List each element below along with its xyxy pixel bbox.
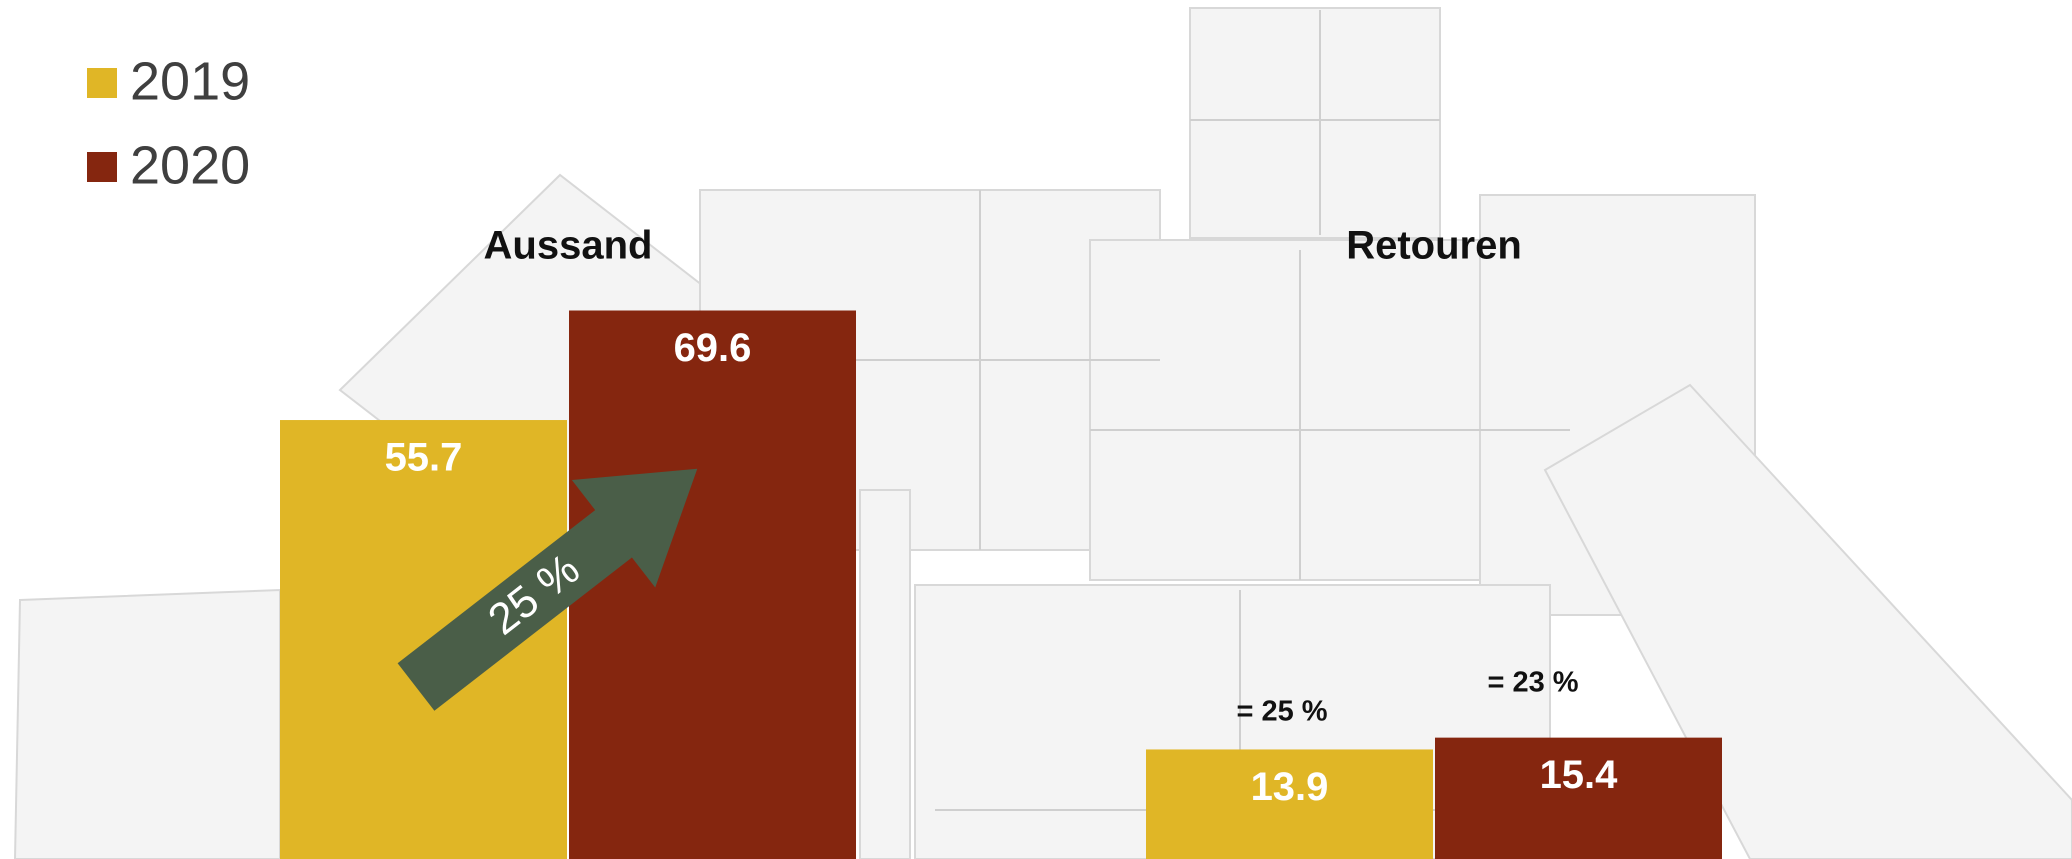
value-label: 55.7 [385,436,463,480]
parcel [1189,7,1441,239]
share-label: = 25 % [1236,696,1327,728]
parcel [13,588,281,859]
value-label: 13.9 [1251,765,1329,809]
share-label: = 23 % [1487,667,1578,699]
legend-swatch [87,152,117,182]
value-label: 15.4 [1540,753,1619,797]
legend: 2019 2020 [87,51,250,195]
arrow-shape [397,468,698,711]
parcel [859,489,911,859]
bar [1146,749,1433,859]
legend-label: 2019 [130,51,250,111]
bar [1435,737,1722,859]
legend-swatch [87,68,117,98]
value-label: 69.6 [674,326,752,370]
category-label: Retouren [1346,224,1522,268]
legend-label: 2020 [130,135,250,195]
bar [569,310,856,859]
category-label: Aussand [484,224,653,268]
